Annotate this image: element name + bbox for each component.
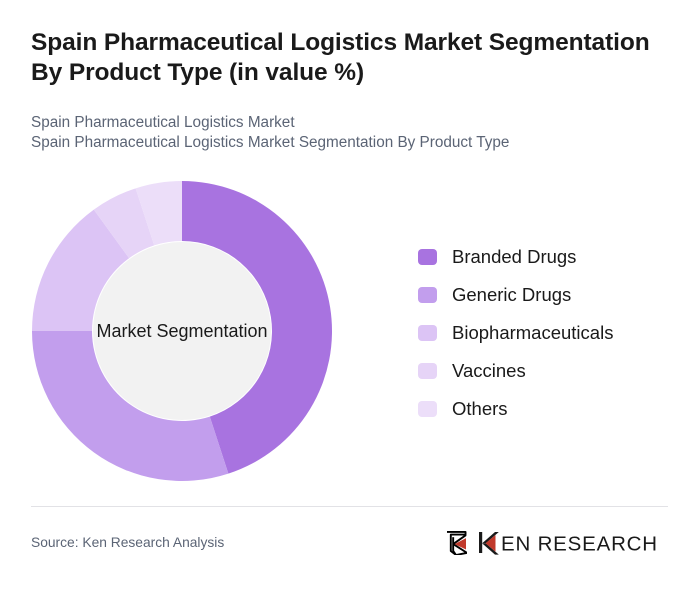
svg-text:EN RESEARCH: EN RESEARCH	[501, 533, 658, 556]
